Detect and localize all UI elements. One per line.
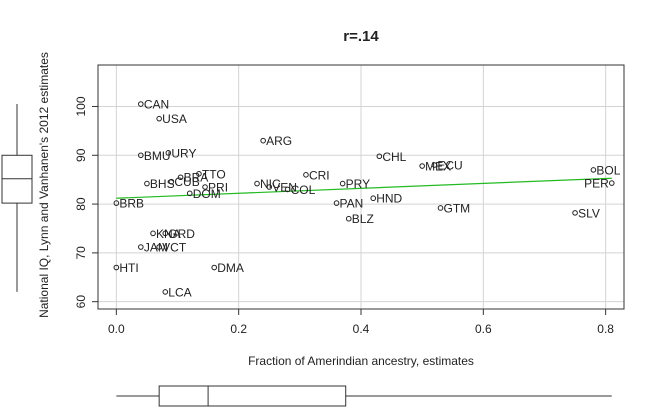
point-label: ECU [437, 159, 462, 173]
point-label: PRI [208, 181, 228, 195]
point-label: HND [376, 192, 402, 206]
y-axis-label: National IQ, Lynn and Vanhanen's 2012 es… [37, 52, 51, 318]
point-label: SLV [578, 206, 600, 220]
data-point [138, 244, 144, 250]
data-point [284, 186, 291, 193]
x-tick-label: 0.2 [230, 322, 247, 336]
data-points [113, 101, 615, 295]
data-point [162, 289, 169, 295]
point-label: TTO [202, 167, 226, 181]
point-label: PRY [346, 177, 370, 191]
y-boxplot [1, 104, 33, 292]
x-boxplot [116, 385, 612, 407]
x-axis-ticks: 0.0 0.2 0.4 0.6 0.8 [108, 309, 614, 336]
y-axis-ticks: 60 70 80 90 100 [74, 96, 98, 308]
point-label: DMA [217, 261, 244, 275]
data-point [431, 162, 438, 168]
data-point [376, 153, 383, 160]
point-label: VCT [162, 241, 187, 255]
data-point [370, 195, 377, 202]
data-point [345, 215, 352, 222]
x-box [158, 385, 347, 407]
data-point [303, 172, 309, 178]
data-point [138, 152, 144, 159]
data-point [186, 190, 193, 197]
x-tick-label: 0.0 [108, 322, 125, 336]
point-label: CAN [144, 98, 169, 112]
point-label: COL [291, 183, 316, 197]
point-label: USA [162, 112, 187, 126]
point-label: LCA [168, 285, 191, 299]
data-point [156, 244, 162, 250]
point-label: MEX [425, 160, 451, 174]
point-label: GTM [444, 201, 471, 215]
data-point [211, 264, 218, 271]
x-tick-label: 0.8 [597, 322, 614, 336]
grid [98, 65, 624, 309]
data-point [608, 180, 615, 186]
point-label: PAN [340, 197, 364, 211]
point-label: NIC [260, 177, 281, 191]
point-label: BRB [119, 197, 144, 211]
point-label: PER [584, 177, 609, 191]
point-label: CUB [174, 175, 199, 189]
point-label: BLZ [352, 212, 374, 226]
point-label: CHL [382, 150, 406, 164]
data-point [162, 230, 169, 237]
data-point [260, 137, 266, 144]
point-label: BHS [150, 177, 175, 191]
point-label: JAM [144, 241, 168, 255]
data-point [156, 115, 162, 122]
y-tick-label: 70 [74, 246, 88, 260]
y-tick-label: 80 [74, 197, 88, 211]
data-point [437, 205, 444, 211]
data-point [333, 200, 340, 206]
point-label: BRA [184, 171, 209, 185]
data-point [339, 180, 346, 187]
trend-line [116, 177, 612, 199]
data-point [177, 174, 184, 181]
data-point [165, 150, 172, 156]
data-point [572, 210, 578, 216]
data-point [150, 230, 156, 237]
point-label: DOM [193, 187, 221, 201]
y-tick-label: 60 [74, 295, 88, 309]
point-label: URY [171, 146, 196, 160]
point-label: BOL [596, 163, 620, 177]
x-axis-label: Fraction of Amerindian ancestry, estimat… [248, 354, 474, 368]
point-label: ARG [266, 134, 292, 148]
data-point [254, 180, 260, 187]
data-point [144, 180, 150, 187]
point-label: HTI [119, 261, 138, 275]
data-point [419, 163, 425, 169]
y-tick-label: 90 [74, 148, 88, 162]
data-point [196, 171, 202, 177]
point-label: KNA [156, 227, 181, 241]
chart-title: r=.14 [343, 28, 379, 45]
point-label: BMU [144, 149, 171, 163]
point-label: CRI [309, 168, 330, 182]
x-tick-label: 0.4 [353, 322, 370, 336]
data-point [113, 264, 120, 271]
data-point [590, 167, 597, 173]
data-point [266, 184, 273, 190]
y-tick-label: 100 [74, 96, 88, 116]
point-label: VEN [272, 181, 297, 195]
data-point [138, 101, 144, 107]
data-point [168, 178, 175, 185]
data-point [202, 184, 208, 190]
x-tick-label: 0.6 [475, 322, 492, 336]
data-point [113, 200, 120, 206]
point-label: GRD [168, 227, 195, 241]
